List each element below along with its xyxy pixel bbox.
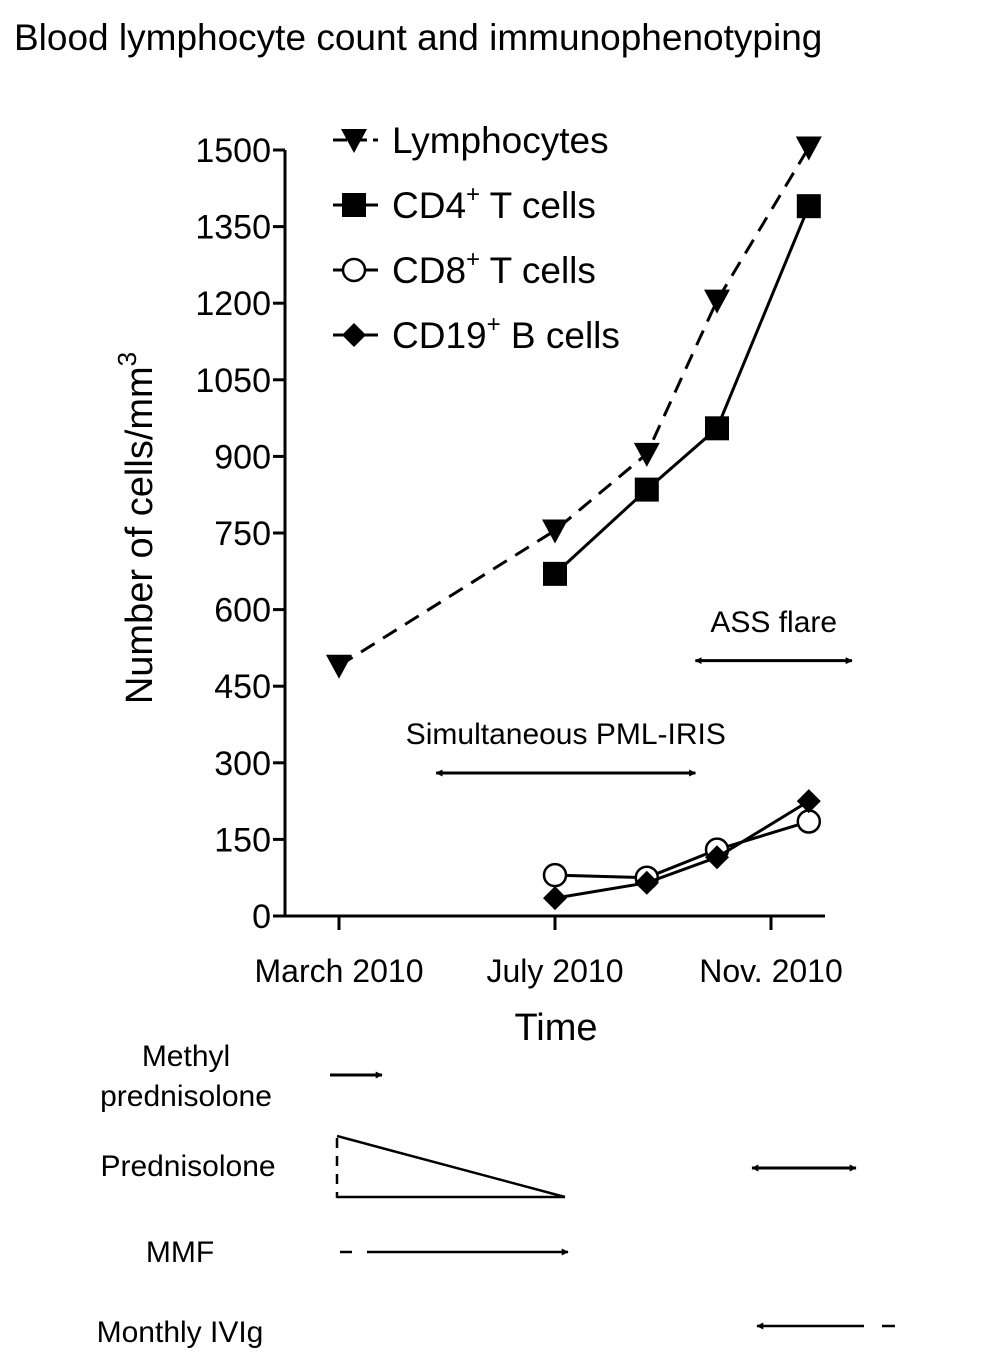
data-point-lymphocytes [542, 519, 568, 544]
series-cd19 [543, 789, 821, 911]
legend-label: CD8+ T cells [392, 246, 596, 291]
y-tick-label: 1350 [195, 209, 271, 247]
legend-item-cd19: CD19+ B cells [333, 311, 620, 356]
series-cd8 [542, 809, 822, 890]
y-tick-label: 450 [214, 668, 271, 706]
y-axis-title-text: Number of cells/mm [119, 366, 161, 704]
legend-label: CD19+ B cells [392, 311, 620, 356]
y-axis-title-superscript: 3 [112, 352, 142, 366]
treatment-timeline: Methyl prednisolone Prednisolone MMF Mon… [97, 1040, 895, 1349]
y-tick-label: 600 [214, 592, 271, 630]
annotations: Simultaneous PML-IRIS ASS flare [406, 606, 853, 777]
y-tick-label: 0 [252, 898, 271, 936]
legend-label-name: Lymphocytes [392, 120, 609, 161]
chart-title: Blood lymphocyte count and immunophenoty… [14, 17, 822, 58]
data-point-cd4 [634, 477, 659, 502]
y-tick-label: 1200 [195, 285, 271, 323]
legend-marker [341, 257, 367, 283]
legend-item-lymphocytes: Lymphocytes [333, 120, 609, 161]
series-lymphocytes [326, 136, 822, 679]
annotation-label: Simultaneous PML-IRIS [406, 718, 726, 751]
y-tick-label: 300 [214, 745, 271, 783]
data-point-cd19 [796, 789, 821, 814]
data-point-cd4 [796, 194, 821, 219]
series-line-cd4 [553, 205, 811, 575]
data-point-cd19 [705, 845, 729, 870]
x-tick-label: Nov. 2010 [699, 953, 843, 989]
annotation-label: ASS flare [710, 606, 837, 639]
y-tick-label: 750 [214, 515, 271, 553]
axes: 0 150 300 450 600 750 900 1050 1200 1350 1500 March… [195, 132, 842, 989]
legend-marker [342, 193, 366, 217]
legend-label-name: CD19 [392, 315, 487, 356]
x-tick-label: March 2010 [255, 953, 424, 989]
legend-label-suffix: T cells [480, 185, 596, 226]
series-cd4 [543, 194, 821, 586]
legend-label-sup: + [466, 181, 480, 208]
legend-item-cd4: CD4+ T cells [333, 181, 596, 226]
y-tick-label: 1500 [195, 132, 271, 170]
treatment-label-mmf: MMF [146, 1236, 214, 1269]
treatment-label-prednisolone: Prednisolone [100, 1150, 275, 1183]
data-point-lymphocytes [704, 289, 730, 314]
legend-label-sup: + [487, 311, 501, 338]
y-tick-label: 900 [214, 438, 271, 476]
annotation-0: Simultaneous PML-IRIS [406, 718, 726, 777]
treatment-label-ivig: Monthly IVIg [97, 1316, 264, 1349]
x-tick-label: July 2010 [487, 953, 624, 989]
data-point-cd8 [796, 809, 822, 834]
treatment-label-prednisolone-2: prednisolone [100, 1080, 272, 1113]
prednisolone-taper-line [336, 1134, 566, 1199]
y-axis-title: Number of cells/mm3 [112, 352, 161, 704]
series-layer [326, 136, 822, 911]
data-point-cd4 [705, 416, 729, 441]
legend-label-sup: + [466, 246, 480, 273]
legend-label-name: CD4 [392, 185, 466, 226]
data-point-lymphocytes [326, 654, 352, 679]
treatment-label-methyl: Methyl [142, 1040, 230, 1073]
data-point-cd19 [634, 870, 659, 895]
annotation-1: ASS flare [694, 606, 853, 665]
legend-label: Lymphocytes [392, 120, 609, 161]
legend-label: CD4+ T cells [392, 181, 596, 226]
x-axis-title: Time [514, 1007, 597, 1049]
data-point-cd19 [543, 886, 567, 911]
legend-marker [342, 323, 366, 347]
legend-item-cd8: CD8+ T cells [333, 246, 596, 291]
legend-marker [341, 129, 367, 153]
series-line-cd19 [554, 799, 810, 900]
series-line-cd8 [554, 820, 810, 880]
data-point-lymphocytes [633, 442, 660, 467]
data-point-cd4 [543, 561, 567, 586]
legend-label-suffix: T cells [480, 250, 596, 291]
legend-label-name: CD8 [392, 250, 466, 291]
y-tick-label: 1050 [195, 362, 271, 400]
y-tick-label: 150 [214, 821, 271, 859]
data-point-cd8 [542, 862, 568, 888]
legend-label-suffix: B cells [501, 315, 620, 356]
data-point-lymphocytes [795, 136, 822, 161]
